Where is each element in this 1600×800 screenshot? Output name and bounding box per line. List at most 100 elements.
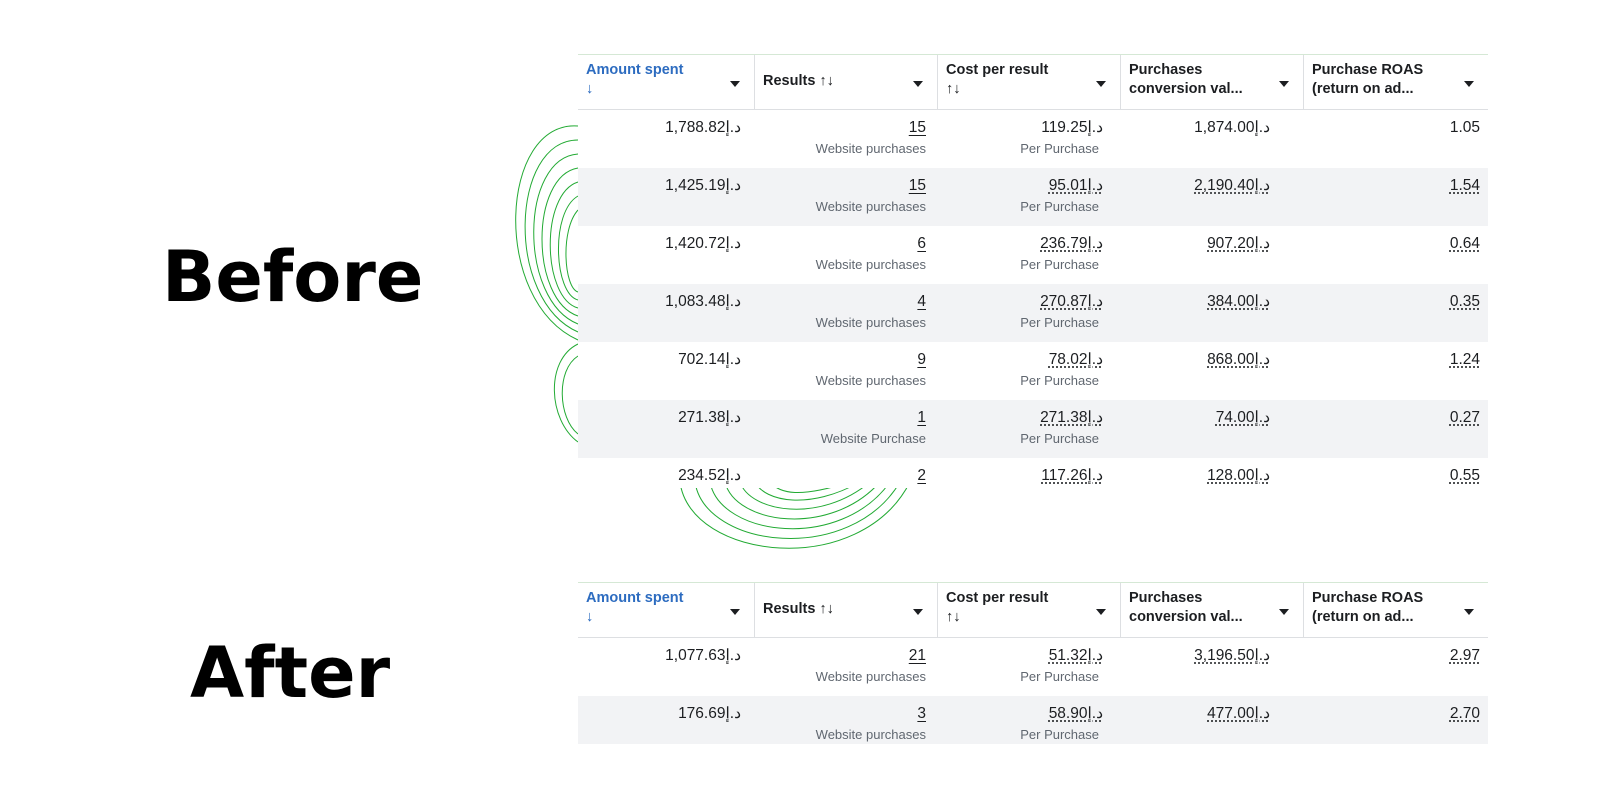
results-value[interactable]: 15 [908,177,926,194]
results-value[interactable]: 21 [908,647,926,664]
column-amount-spent[interactable]: Amount spent ↓ [578,583,755,637]
roas-value[interactable]: 1.24 [1449,351,1480,368]
after-label: After [190,632,391,714]
sort-down-icon: ↓ [586,609,594,625]
value-amount[interactable]: 2,190.40د.إ [1194,177,1270,194]
value-cell: 128.00د.إ [1121,458,1304,488]
value-cell: 907.20د.إ [1121,226,1304,284]
cost-cell: 51.32د.إ Per Purchase [938,638,1121,696]
results-cell: 4 Website purchases [755,284,938,342]
cost-cell: 271.38د.إ Per Purchase [938,400,1121,458]
results-value[interactable]: 3 [917,705,926,722]
cost-type: Per Purchase [1020,257,1099,272]
after-results-table: Amount spent ↓ Results ↑↓ Cost per resul… [578,582,1488,744]
dropdown-caret-icon[interactable] [730,609,740,615]
value-cell: 2,190.40د.إ [1121,168,1304,226]
dropdown-caret-icon[interactable] [1464,81,1474,87]
amount-cell: 1,077.63د.إ [665,647,741,664]
amount-cell: 702.14د.إ [678,351,741,368]
value-amount[interactable]: 868.00د.إ [1207,351,1270,368]
roas-cell: 0.27 [1304,400,1488,458]
table-row: 1,420.72د.إ 6 Website purchases 236.79د.إ… [578,226,1488,284]
dropdown-caret-icon[interactable] [1279,609,1289,615]
dropdown-caret-icon[interactable] [1279,81,1289,87]
roas-value[interactable]: 0.64 [1449,235,1480,252]
cost-value[interactable]: 51.32د.إ [1048,647,1103,664]
table-header: Amount spent ↓ Results ↑↓ Cost per resul… [578,54,1488,110]
column-purchases-value[interactable]: Purchases conversion val... [1121,583,1304,637]
value-cell: 3,196.50د.إ [1121,638,1304,696]
amount-cell: 271.38د.إ [678,409,741,426]
cost-type: Per Purchase [1020,669,1099,684]
results-value[interactable]: 15 [908,119,926,136]
results-cell: 15 Website purchases [755,168,938,226]
column-cost-per-result[interactable]: Cost per result ↑↓ [938,55,1121,109]
column-amount-spent[interactable]: Amount spent ↓ [578,55,755,109]
column-amount-spent-label: Amount spent [586,590,684,606]
cost-cell: 236.79د.إ Per Purchase [938,226,1121,284]
roas-value[interactable]: 0.27 [1449,409,1480,426]
column-purchases-value[interactable]: Purchases conversion val... [1121,55,1304,109]
dropdown-caret-icon[interactable] [1096,81,1106,87]
cost-value[interactable]: 271.38د.إ [1040,409,1103,426]
cost-value[interactable]: 117.26د.إ [1041,467,1103,484]
results-cell: 9 Website purchases [755,342,938,400]
table-row: 176.69د.إ 3 Website purchases 58.90د.إ Per… [578,696,1488,744]
value-cell: 868.00د.إ [1121,342,1304,400]
dropdown-caret-icon[interactable] [913,609,923,615]
results-value[interactable]: 2 [917,467,926,484]
cost-cell: 117.26د.إ [938,458,1121,488]
table-header: Amount spent ↓ Results ↑↓ Cost per resul… [578,582,1488,638]
value-amount[interactable]: 907.20د.إ [1207,235,1270,252]
results-value[interactable]: 4 [917,293,926,310]
column-purchase-roas[interactable]: Purchase ROAS (return on ad... [1304,583,1488,637]
cost-value[interactable]: 58.90د.إ [1048,705,1103,722]
value-amount[interactable]: 477.00د.إ [1207,705,1270,722]
cost-cell: 58.90د.إ Per Purchase [938,696,1121,744]
cost-type: Per Purchase [1020,141,1099,156]
cost-type: Per Purchase [1020,373,1099,388]
value-amount[interactable]: 384.00د.إ [1207,293,1270,310]
column-results[interactable]: Results ↑↓ [755,583,938,637]
cost-value[interactable]: 236.79د.إ [1040,235,1103,252]
cost-value[interactable]: 78.02د.إ [1048,351,1103,368]
value-cell: 1,874.00د.إ [1194,119,1270,136]
dropdown-caret-icon[interactable] [1096,609,1106,615]
column-results[interactable]: Results ↑↓ [755,55,938,109]
value-amount[interactable]: 74.00د.إ [1215,409,1270,426]
dropdown-caret-icon[interactable] [913,81,923,87]
sort-icon: ↑↓ [946,81,961,97]
column-cost-per-result[interactable]: Cost per result ↑↓ [938,583,1121,637]
dropdown-caret-icon[interactable] [730,81,740,87]
results-value[interactable]: 6 [917,235,926,252]
column-purchase-roas[interactable]: Purchase ROAS (return on ad... [1304,55,1488,109]
dropdown-caret-icon[interactable] [1464,609,1474,615]
results-type: Website purchases [815,669,926,684]
value-amount[interactable]: 3,196.50د.إ [1194,647,1270,664]
column-cost-label: Cost per result [946,62,1049,78]
amount-cell: 1,083.48د.إ [665,293,741,310]
roas-cell: 1.05 [1449,119,1480,136]
column-results-label: Results ↑↓ [763,601,834,617]
value-amount[interactable]: 128.00د.إ [1207,467,1270,484]
cost-value[interactable]: 270.87د.إ [1040,293,1103,310]
column-purchases-label-2: conversion val... [1129,609,1243,625]
roas-value[interactable]: 2.97 [1449,647,1480,664]
cost-value[interactable]: 95.01د.إ [1048,177,1103,194]
results-cell: 3 Website purchases [755,696,938,744]
roas-cell: 2.97 [1304,638,1488,696]
results-cell: 15 Website purchases [755,110,938,168]
roas-cell: 0.55 [1304,458,1488,488]
roas-value[interactable]: 0.35 [1449,293,1480,310]
roas-cell: 2.70 [1304,696,1488,744]
amount-cell: 1,420.72د.إ [665,235,741,252]
results-value[interactable]: 9 [917,351,926,368]
roas-value[interactable]: 1.54 [1449,177,1480,194]
results-type: Website purchases [815,141,926,156]
results-value[interactable]: 1 [917,409,926,426]
results-type: Website purchases [815,373,926,388]
table-row: 1,083.48د.إ 4 Website purchases 270.87د.إ… [578,284,1488,342]
column-roas-label-2: (return on ad... [1312,81,1414,97]
roas-value[interactable]: 2.70 [1449,705,1480,722]
roas-value[interactable]: 0.55 [1449,467,1480,484]
